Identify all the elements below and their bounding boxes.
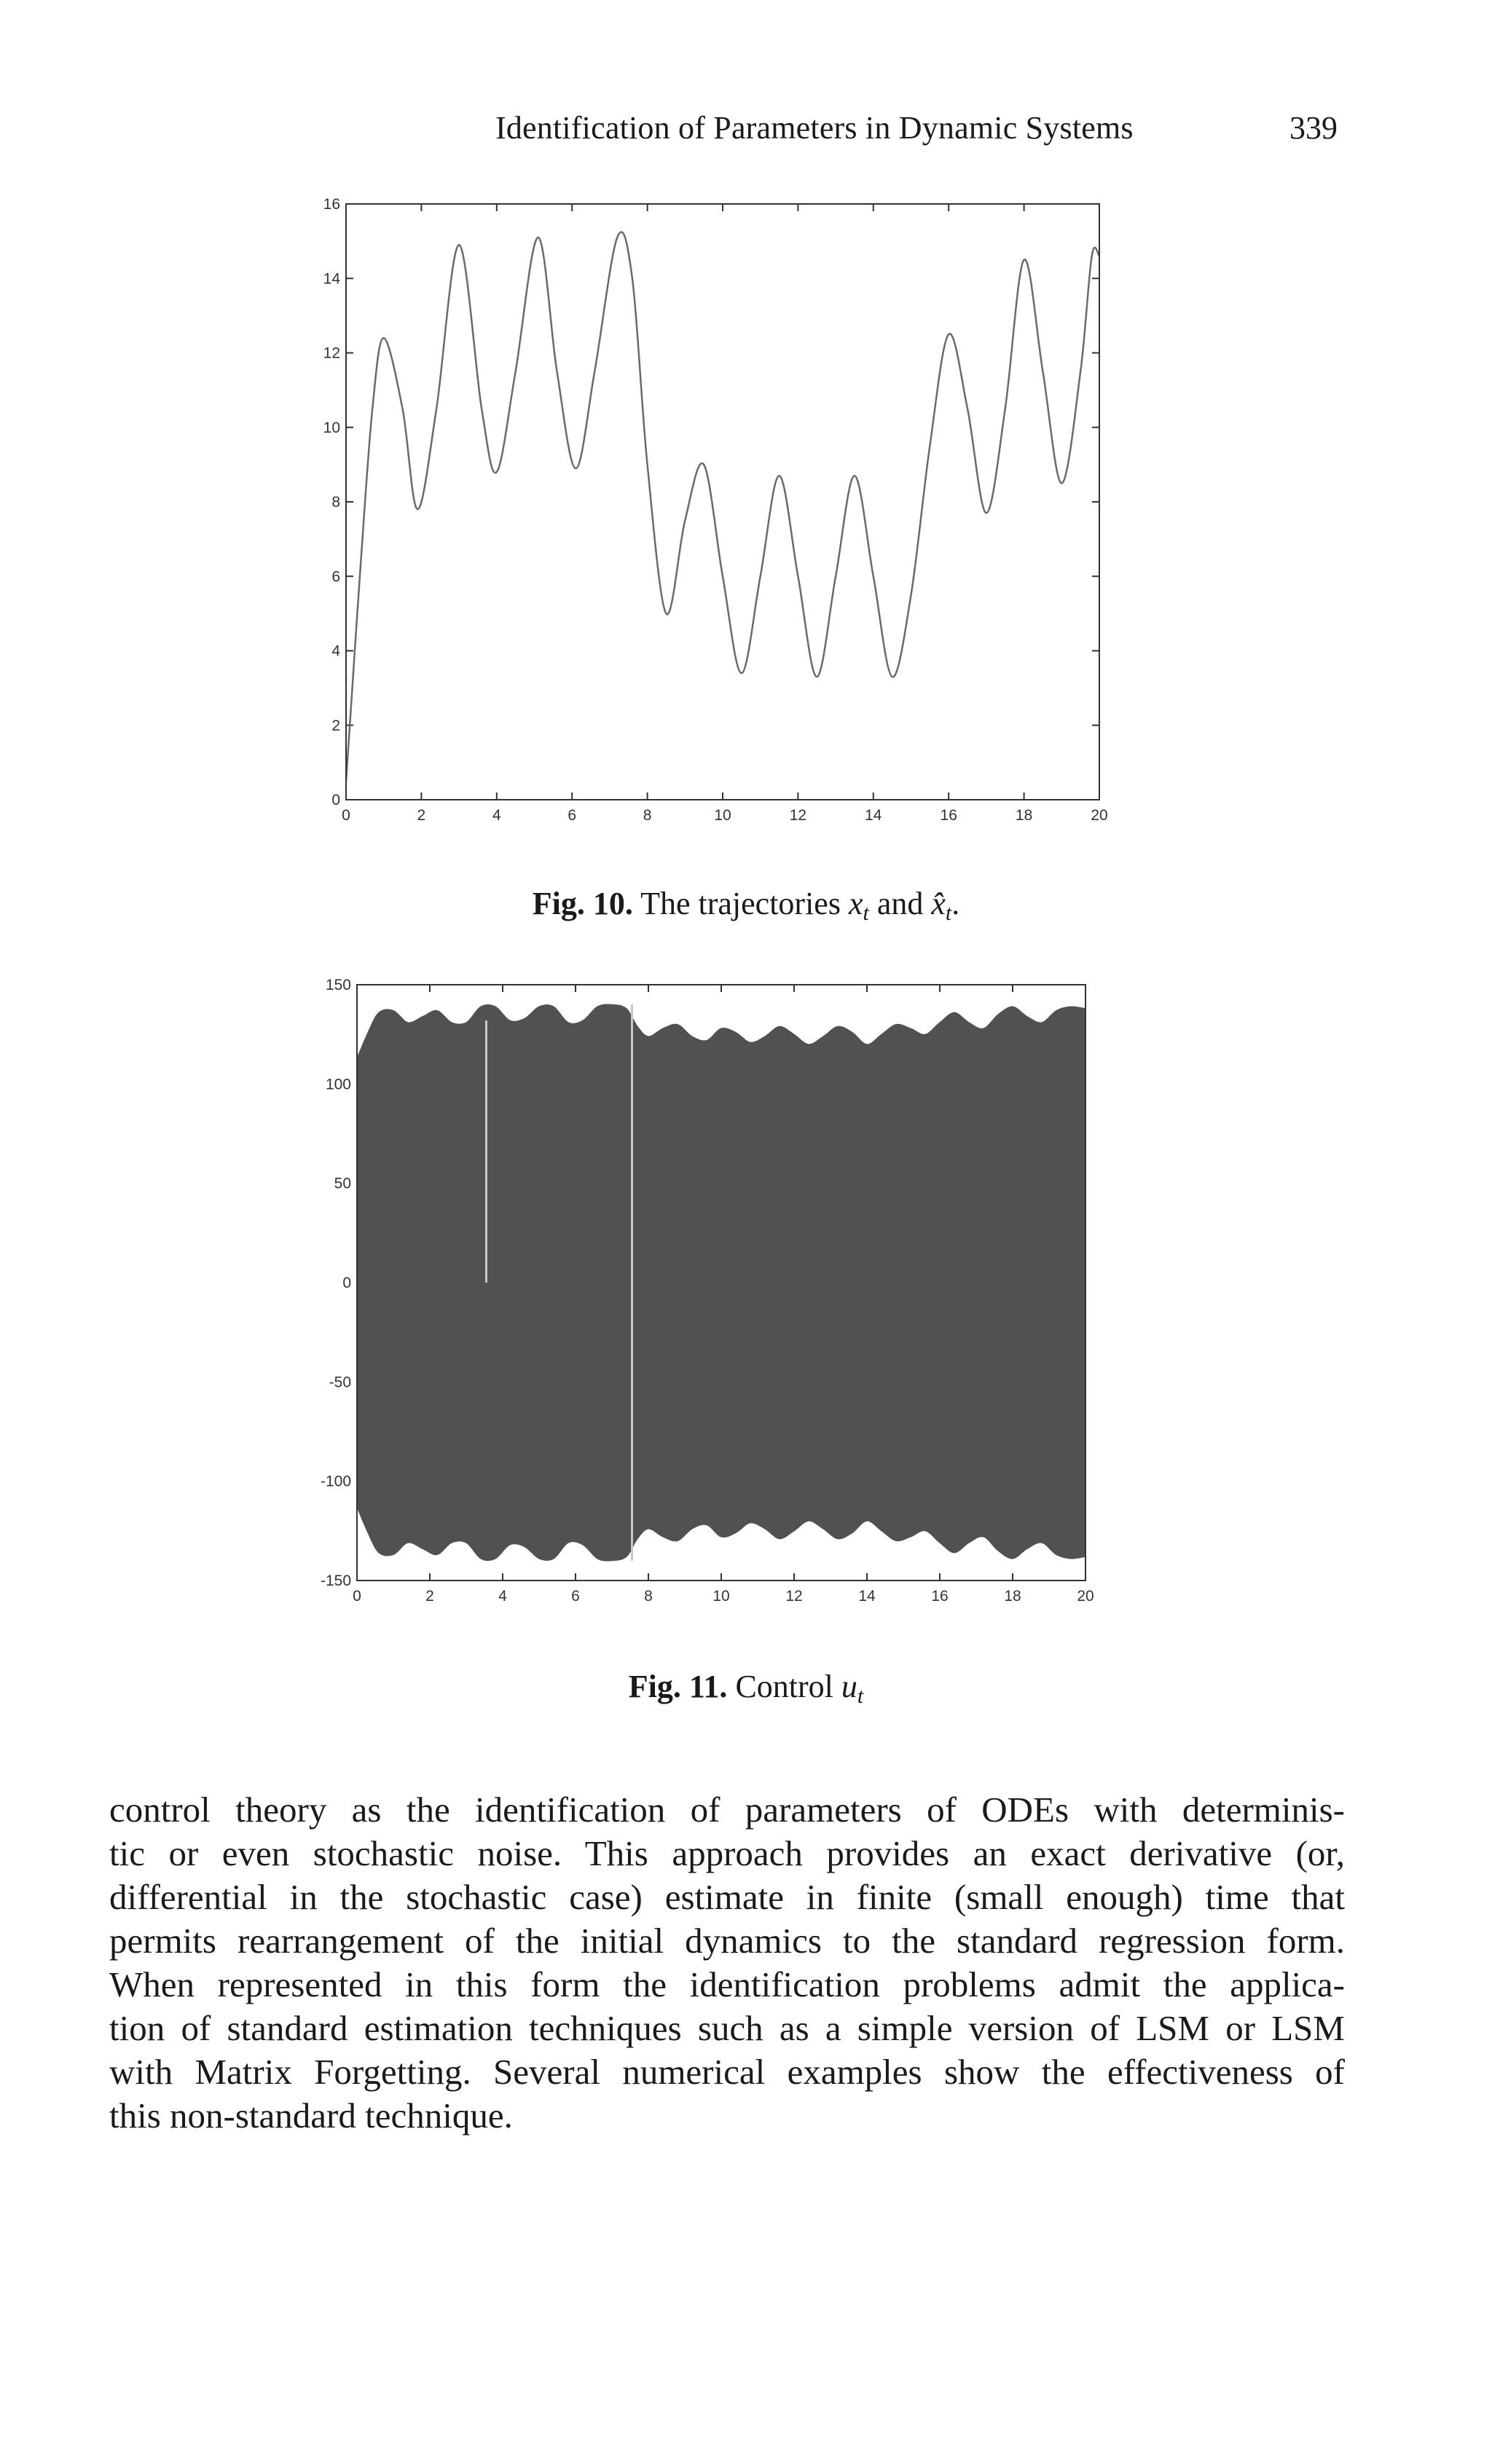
x-tick-label: 18 <box>1004 1588 1021 1605</box>
y-tick-label: 10 <box>323 420 340 436</box>
x-tick-label: 2 <box>417 807 426 824</box>
body-line: with Matrix Forgetting. Several numerica… <box>109 2052 1345 2092</box>
x-tick-label: 10 <box>712 1588 729 1605</box>
figure-10-caption-label: Fig. 10. <box>532 886 633 921</box>
y-tick-label: 16 <box>323 196 340 213</box>
x-tick-label: 14 <box>858 1588 876 1605</box>
figure-11: 0 2 4 6 8 10 12 14 16 18 20 150 100 50 0 -50 -100 -150 <box>291 969 1136 1624</box>
x-tick-label: 12 <box>790 807 806 824</box>
body-line: this non-standard technique. <box>109 2095 513 2136</box>
x-tick-label: 4 <box>498 1588 507 1605</box>
figure-10-caption-end: . <box>951 886 960 921</box>
x-tick-label: 6 <box>571 1588 580 1605</box>
x-tick-label: 10 <box>714 807 731 824</box>
figure-10-caption-xhat-sub: t <box>945 901 952 925</box>
figure-10-caption: Fig. 10. The trajectories xt and x̂t. <box>0 885 1492 926</box>
figure-11-caption-u: u <box>841 1669 857 1704</box>
y-tick-label: 14 <box>323 270 341 287</box>
y-tick-label: 50 <box>334 1176 351 1192</box>
y-tick-label: 0 <box>331 792 340 808</box>
x-tick-label: 14 <box>865 807 882 824</box>
y-tick-label: 4 <box>331 643 340 660</box>
trajectory-line <box>345 231 1101 782</box>
x-tick-label: 0 <box>353 1588 361 1605</box>
x-tick-label: 6 <box>568 807 576 824</box>
y-tick-label: -50 <box>329 1374 351 1390</box>
body-line: permits rearrangement of the initial dyn… <box>109 1921 1345 1961</box>
x-tick-label: 4 <box>492 807 501 824</box>
x-tick-label: 8 <box>644 1588 653 1605</box>
body-line: tic or even stochastic noise. This appro… <box>109 1833 1345 1873</box>
plot-frame <box>356 984 1086 1581</box>
y-tick-label: -100 <box>321 1473 351 1490</box>
trajectory-chart: 0 2 4 6 8 10 12 14 16 18 20 0 2 4 6 8 10 12 14 16 <box>323 196 1108 824</box>
y-tick-label: 150 <box>326 977 351 993</box>
x-tick-label: 20 <box>1091 807 1107 824</box>
plot-frame <box>345 203 1100 800</box>
y-tick-label: 6 <box>331 568 340 585</box>
x-tick-label: 18 <box>1016 807 1032 824</box>
body-line: tion of standard estimation techniques s… <box>109 2008 1345 2048</box>
y-tick-label: 8 <box>331 494 340 511</box>
figure-11-caption-u-sub: t <box>857 1684 864 1708</box>
y-tick-label: -150 <box>321 1573 351 1589</box>
figure-10-caption-text: The trajectories <box>640 886 841 921</box>
y-tick-label: 0 <box>342 1275 351 1291</box>
y-tick-label: 2 <box>331 717 340 734</box>
x-tick-label: 0 <box>342 807 350 824</box>
figure-10: 0 2 4 6 8 10 12 14 16 18 20 0 2 4 6 8 10 12 14 16 <box>291 189 1136 845</box>
figure-11-caption: Fig. 11. Control ut <box>0 1668 1492 1709</box>
y-tick-label: 12 <box>323 345 340 362</box>
x-tick-label: 16 <box>931 1588 948 1605</box>
figure-11-caption-label: Fig. 11. <box>628 1669 728 1704</box>
x-tick-label: 2 <box>425 1588 434 1605</box>
running-header-title: Identification of Parameters in Dynamic … <box>495 110 1134 146</box>
body-line: control theory as the identification of … <box>109 1790 1345 1830</box>
control-chart: 0 2 4 6 8 10 12 14 16 18 20 150 100 50 0 -50 -100 -150 <box>321 977 1094 1605</box>
figure-10-caption-xhat: x̂ <box>931 886 946 921</box>
x-tick-label: 20 <box>1077 1588 1094 1605</box>
body-line: When represented in this form the identi… <box>109 1964 1345 2004</box>
x-tick-label: 16 <box>941 807 957 824</box>
x-tick-label: 12 <box>785 1588 802 1605</box>
figure-10-caption-x-sub: t <box>863 901 869 925</box>
body-paragraph: control theory as the identification of … <box>109 1788 1345 2138</box>
figure-10-caption-and: and <box>876 886 924 921</box>
figure-10-caption-x: x <box>848 886 863 921</box>
page-number: 339 <box>1289 110 1338 146</box>
control-signal-area <box>356 1004 1086 1562</box>
y-tick-label: 100 <box>326 1076 351 1093</box>
body-line: differential in the stochastic case) est… <box>109 1877 1345 1917</box>
x-tick-label: 8 <box>643 807 652 824</box>
figure-11-caption-text: Control <box>735 1669 833 1704</box>
